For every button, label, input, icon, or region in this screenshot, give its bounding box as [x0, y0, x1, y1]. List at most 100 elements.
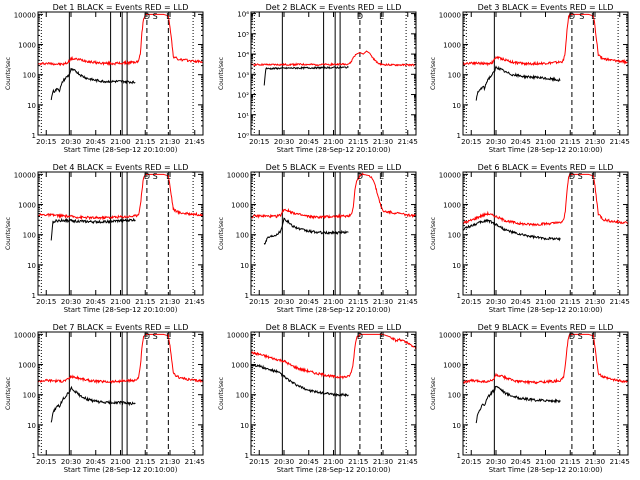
plot-frame	[250, 331, 417, 456]
series-group	[463, 333, 628, 424]
series-line-red	[38, 13, 203, 67]
series-line-black	[263, 217, 349, 246]
x-tick-label: 21:45	[398, 458, 418, 466]
event-marker-label: S	[578, 332, 583, 341]
plot-frame	[462, 331, 629, 456]
x-tick-label: 21:15	[135, 458, 155, 466]
chart-panel: 1 10 100 1000 10000 20:15 20:30 20:45 21:00 21:15…	[430, 323, 630, 474]
chart-panel: 10⁰ 10¹ 10² 10³ 10⁴ 10⁵ 10⁶ 20:15 20:30 20:45 21:0…	[218, 3, 418, 154]
x-axis-label: Start Time (28-Sep-12 20:10:00)	[489, 306, 603, 314]
plot-frame	[37, 11, 204, 136]
y-tick-label: 100	[23, 392, 36, 400]
x-tick-label: 20:45	[511, 298, 531, 306]
series-group	[38, 173, 203, 241]
y-tick-label: 10	[452, 422, 461, 430]
y-tick-label: 10	[240, 422, 249, 430]
event-marker-label: D	[357, 12, 363, 21]
x-tick-label: 20:30	[61, 138, 81, 146]
series-line-red	[463, 173, 628, 227]
x-tick-label: 21:45	[185, 298, 205, 306]
x-axis-label: Start Time (28-Sep-12 20:10:00)	[489, 466, 603, 474]
x-axis-label: Start Time (28-Sep-12 20:10:00)	[277, 306, 391, 314]
x-tick-label: 21:00	[535, 138, 555, 146]
x-axis-label: Start Time (28-Sep-12 20:10:00)	[64, 306, 178, 314]
y-tick-label: 10000	[439, 171, 461, 179]
chart-panel: 1 10 100 1000 10000 20:15 20:30 20:45 21:00 21:15…	[218, 323, 418, 474]
x-tick-label: 21:30	[585, 138, 605, 146]
plot-frame	[462, 11, 629, 136]
x-axis-label: Start Time (28-Sep-12 20:10:00)	[277, 146, 391, 154]
series-group	[463, 13, 628, 101]
y-tick-label: 10000	[227, 171, 249, 179]
y-axis-label: Counts/sec	[218, 217, 225, 250]
chart-title: Det 7 BLACK = Events RED = LLD	[53, 323, 189, 332]
chart-panel: 1 10 100 1000 10000 20:15 20:30 20:45 21:00 21:15…	[5, 163, 205, 314]
x-tick-label: 20:30	[274, 298, 294, 306]
event-marker-label: D	[144, 12, 150, 21]
y-tick-label: 1	[457, 132, 461, 140]
y-axis-label: Counts/sec	[430, 377, 437, 410]
y-tick-label: 1000	[18, 202, 36, 210]
y-tick-label: 10⁰	[237, 132, 249, 140]
x-tick-label: 21:45	[185, 458, 205, 466]
chart-title: Det 3 BLACK = Events RED = LLD	[478, 3, 614, 12]
x-tick-label: 21:45	[610, 458, 630, 466]
y-axis-label: Counts/sec	[5, 377, 12, 410]
y-tick-label: 10000	[439, 331, 461, 339]
y-tick-label: 10000	[14, 331, 36, 339]
x-axis-label: Start Time (28-Sep-12 20:10:00)	[277, 466, 391, 474]
series-line-red	[38, 173, 203, 221]
x-tick-label: 20:15	[249, 138, 269, 146]
x-tick-label: 20:30	[274, 138, 294, 146]
x-tick-label: 21:45	[610, 138, 630, 146]
x-tick-label: 20:45	[299, 138, 319, 146]
y-tick-label: 100	[236, 392, 249, 400]
event-marker-label: L	[379, 172, 384, 181]
series-line-black	[50, 217, 136, 241]
x-tick-label: 20:30	[61, 458, 81, 466]
x-tick-label: 20:15	[461, 138, 481, 146]
x-tick-label: 21:15	[348, 138, 368, 146]
event-marker-label: L	[379, 332, 384, 341]
x-tick-label: 21:30	[585, 298, 605, 306]
y-tick-label: 1	[245, 452, 249, 460]
series-line-black	[251, 363, 349, 398]
series-line-red	[38, 333, 203, 385]
chart-title: Det 5 BLACK = Events RED = LLD	[266, 163, 402, 172]
plot-frame	[250, 11, 417, 136]
x-tick-label: 20:45	[86, 298, 106, 306]
event-marker-label: L	[166, 12, 171, 21]
series-group	[251, 172, 416, 246]
x-tick-label: 20:15	[249, 458, 269, 466]
x-tick-label: 21:30	[373, 138, 393, 146]
chart-title: Det 6 BLACK = Events RED = LLD	[478, 163, 614, 172]
series-line-red	[463, 13, 628, 67]
x-tick-label: 21:15	[560, 458, 580, 466]
x-tick-label: 21:30	[585, 458, 605, 466]
x-tick-label: 21:30	[373, 298, 393, 306]
event-marker-label: S	[578, 172, 583, 181]
y-tick-label: 1	[32, 132, 36, 140]
y-tick-label: 1000	[18, 362, 36, 370]
event-marker-label: S	[579, 12, 584, 21]
y-tick-label: 1000	[443, 362, 461, 370]
event-marker-label: L	[591, 172, 596, 181]
x-tick-label: 21:00	[535, 458, 555, 466]
y-tick-label: 10³	[237, 71, 249, 79]
series-group	[251, 333, 416, 398]
y-tick-label: 1	[32, 452, 36, 460]
x-tick-label: 20:30	[486, 458, 506, 466]
series-line-black	[475, 385, 561, 424]
x-tick-label: 20:45	[299, 298, 319, 306]
x-tick-label: 20:45	[299, 458, 319, 466]
event-marker-label: D	[357, 332, 363, 341]
event-marker-label: L	[591, 332, 596, 341]
x-tick-label: 21:45	[610, 298, 630, 306]
event-marker-label: D	[569, 332, 575, 341]
x-tick-label: 21:00	[323, 298, 343, 306]
x-tick-label: 20:15	[36, 298, 56, 306]
y-tick-label: 10000	[14, 11, 36, 19]
x-tick-label: 20:30	[486, 298, 506, 306]
x-tick-label: 21:15	[348, 458, 368, 466]
plot-frame	[462, 171, 629, 296]
